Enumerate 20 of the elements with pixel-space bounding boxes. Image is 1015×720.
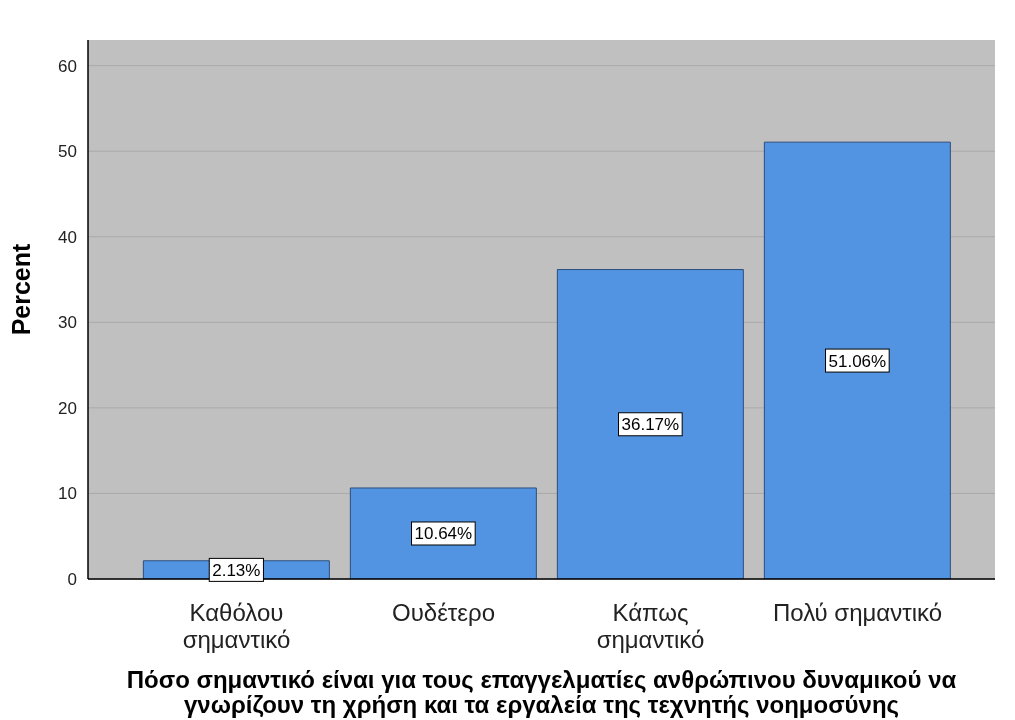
y-tick-label: 20 bbox=[58, 398, 77, 418]
y-tick-label: 0 bbox=[67, 570, 77, 590]
data-label: 10.64% bbox=[414, 524, 473, 544]
x-tick-label: Πολύ σημαντικό bbox=[772, 599, 943, 626]
bar bbox=[349, 487, 537, 579]
data-label: 36.17% bbox=[621, 415, 680, 435]
y-tick-label: 50 bbox=[58, 142, 77, 162]
y-axis-title: Percent bbox=[6, 242, 35, 336]
y-tick-label: 60 bbox=[58, 56, 77, 76]
data-label: 51.06% bbox=[828, 351, 887, 371]
y-tick-label: 40 bbox=[58, 227, 77, 247]
data-label: 2.13% bbox=[212, 560, 261, 580]
x-tick-label: Ουδέτερο bbox=[391, 599, 496, 626]
x-tick-label: Καθόλου σημαντικό bbox=[182, 599, 291, 653]
y-tick-label: 30 bbox=[58, 313, 77, 333]
bar bbox=[763, 141, 951, 579]
x-tick-label: Κάπως σημαντικό bbox=[596, 599, 705, 653]
x-axis-title: Πόσο σημαντικό είναι για τους επαγγελματίες ανθρώπινου δυναμικού να γνωρίζουν τη χρήση και τα εργαλεία της τεχνητής νοημοσύνης bbox=[126, 666, 957, 718]
bar bbox=[556, 269, 744, 579]
y-tick-label: 10 bbox=[58, 484, 77, 504]
